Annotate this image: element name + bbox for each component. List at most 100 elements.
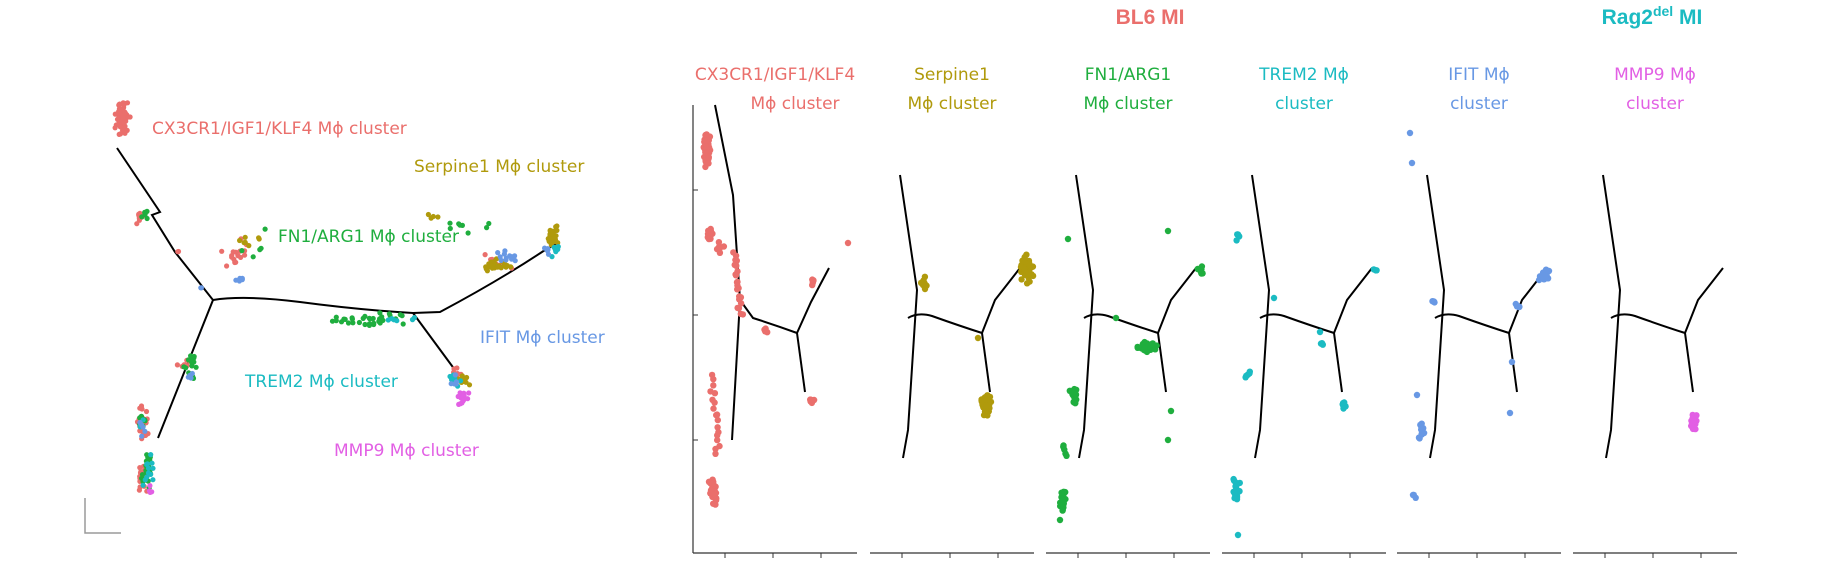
cluster-panel-points bbox=[700, 131, 852, 508]
overview-cell-point bbox=[512, 258, 518, 264]
cluster-cell-point bbox=[711, 491, 718, 498]
overview-cell-point bbox=[147, 489, 153, 495]
cluster-cell-point bbox=[716, 249, 724, 256]
cluster-panel-tree-branch bbox=[1157, 332, 1167, 393]
overview-cell-point bbox=[409, 317, 416, 323]
cluster-panel-title-line: Serpine1 bbox=[914, 65, 990, 85]
cluster-cell-point bbox=[734, 286, 741, 293]
overview-label-mmp9: MMP9 Mϕ cluster bbox=[334, 441, 479, 461]
overview-cell-point bbox=[435, 214, 441, 220]
cluster-cell-point bbox=[732, 256, 739, 264]
overview-cell-point bbox=[545, 246, 551, 252]
cluster-panel-mmp9: MMP9 Mϕ cluster bbox=[1573, 65, 1737, 558]
overview-cell-point bbox=[459, 373, 465, 379]
cluster-cell-point bbox=[1021, 253, 1028, 261]
cluster-cell-point bbox=[1198, 263, 1206, 270]
overview-cell-point bbox=[117, 131, 124, 137]
overview-cell-point bbox=[497, 254, 503, 260]
cluster-panel-points bbox=[917, 251, 1037, 419]
overview-cell-point bbox=[187, 372, 193, 379]
overview-cell-point bbox=[389, 316, 395, 322]
condition-label-rag2-suffix: MI bbox=[1673, 6, 1702, 29]
cluster-cell-point bbox=[1059, 506, 1066, 514]
cluster-panel-title-line: Mϕ cluster bbox=[750, 94, 839, 114]
overview-cell-point bbox=[256, 236, 262, 242]
overview-cell-point bbox=[455, 393, 461, 400]
overview-cell-point bbox=[488, 263, 494, 269]
cluster-panel-tree-branch bbox=[1434, 267, 1548, 335]
cluster-cell-point bbox=[735, 305, 743, 312]
cluster-cell-point bbox=[1148, 341, 1155, 348]
cluster-cell-point bbox=[1072, 391, 1080, 398]
overview-cell-point bbox=[464, 374, 470, 381]
cluster-cell-point bbox=[1026, 278, 1033, 285]
condition-label-rag2-superscript: del bbox=[1653, 3, 1673, 19]
cluster-cell-point bbox=[713, 411, 720, 419]
condition-label-rag2: Rag2del MI bbox=[1602, 3, 1703, 29]
cluster-cell-point bbox=[1234, 531, 1242, 539]
overview-label-serpine1: Serpine1 Mϕ cluster bbox=[414, 157, 584, 177]
cluster-cell-point bbox=[1141, 345, 1148, 352]
cluster-panel-tree-branch bbox=[981, 332, 991, 393]
cluster-cell-point bbox=[732, 272, 740, 279]
overview-label-cx3cr1: CX3CR1/IGF1/KLF4 Mϕ cluster bbox=[152, 119, 407, 139]
overview-cell-point bbox=[386, 311, 392, 317]
cluster-cell-point bbox=[980, 411, 988, 419]
cluster-panel-tree-branch bbox=[1075, 174, 1095, 459]
cluster-cell-point bbox=[703, 137, 710, 144]
overview-cell-point bbox=[238, 254, 244, 260]
cluster-cell-point bbox=[710, 382, 717, 389]
overview-cell-point bbox=[457, 222, 463, 228]
cluster-panel-points bbox=[1688, 411, 1700, 433]
overview-cell-point bbox=[112, 125, 118, 131]
overview-cell-point bbox=[219, 248, 225, 254]
cluster-cell-point bbox=[1270, 294, 1278, 302]
overview-cell-point bbox=[148, 471, 154, 477]
overview-cell-point bbox=[142, 428, 148, 434]
overview-cell-point bbox=[465, 396, 471, 402]
overview-cell-point bbox=[425, 211, 431, 218]
overview-cell-point bbox=[117, 124, 123, 130]
cluster-cell-point bbox=[1512, 300, 1519, 308]
overview-trajectory-tree bbox=[116, 147, 557, 439]
overview-cell-point bbox=[242, 239, 248, 245]
cluster-cell-point bbox=[1025, 270, 1032, 278]
cluster-cell-point bbox=[1112, 314, 1120, 322]
cluster-cell-point bbox=[978, 398, 986, 406]
cluster-cell-point bbox=[1319, 341, 1326, 348]
cluster-panel-tree-branch bbox=[714, 104, 742, 441]
cluster-cell-point bbox=[974, 334, 982, 342]
overview-cell-point bbox=[140, 482, 146, 488]
overview-cell-point bbox=[493, 256, 499, 262]
overview-cell-point bbox=[175, 248, 182, 255]
overview-cell-point bbox=[451, 366, 457, 372]
cluster-panel-title-line: Mϕ cluster bbox=[907, 94, 996, 114]
overview-cell-point bbox=[449, 377, 455, 383]
overview-cell-point bbox=[399, 313, 405, 319]
overview-cell-point bbox=[237, 237, 243, 244]
overview-cell-point bbox=[484, 225, 490, 231]
cluster-panel-tree-branch bbox=[1602, 174, 1622, 459]
cluster-cell-point bbox=[1688, 422, 1695, 430]
cluster-cell-point bbox=[1058, 489, 1065, 496]
cluster-panel-tree-branch bbox=[907, 267, 1021, 335]
overview-cell-point bbox=[136, 487, 142, 493]
overview-cell-point bbox=[461, 397, 467, 403]
cluster-panel-axes bbox=[1397, 552, 1561, 558]
cluster-panel-trem2: TREM2 Mϕ cluster bbox=[1222, 65, 1386, 558]
overview-cell-point bbox=[144, 208, 150, 214]
condition-label-bl6: BL6 MI bbox=[1116, 6, 1185, 29]
cluster-panel-tree-branch bbox=[1610, 267, 1724, 335]
overview-cell-point bbox=[466, 390, 472, 396]
overview-tree-branch bbox=[116, 147, 215, 439]
overview-cell-point bbox=[148, 452, 154, 458]
overview-cell-point bbox=[139, 433, 145, 439]
cluster-cell-point bbox=[710, 405, 717, 412]
overview-cell-point bbox=[549, 231, 555, 237]
overview-cell-point bbox=[122, 110, 128, 116]
overview-cell-point bbox=[553, 246, 559, 252]
overview-label-fn1: FN1/ARG1 Mϕ cluster bbox=[278, 227, 459, 247]
overview-cell-point bbox=[143, 408, 150, 415]
cluster-cell-point bbox=[1233, 237, 1240, 244]
